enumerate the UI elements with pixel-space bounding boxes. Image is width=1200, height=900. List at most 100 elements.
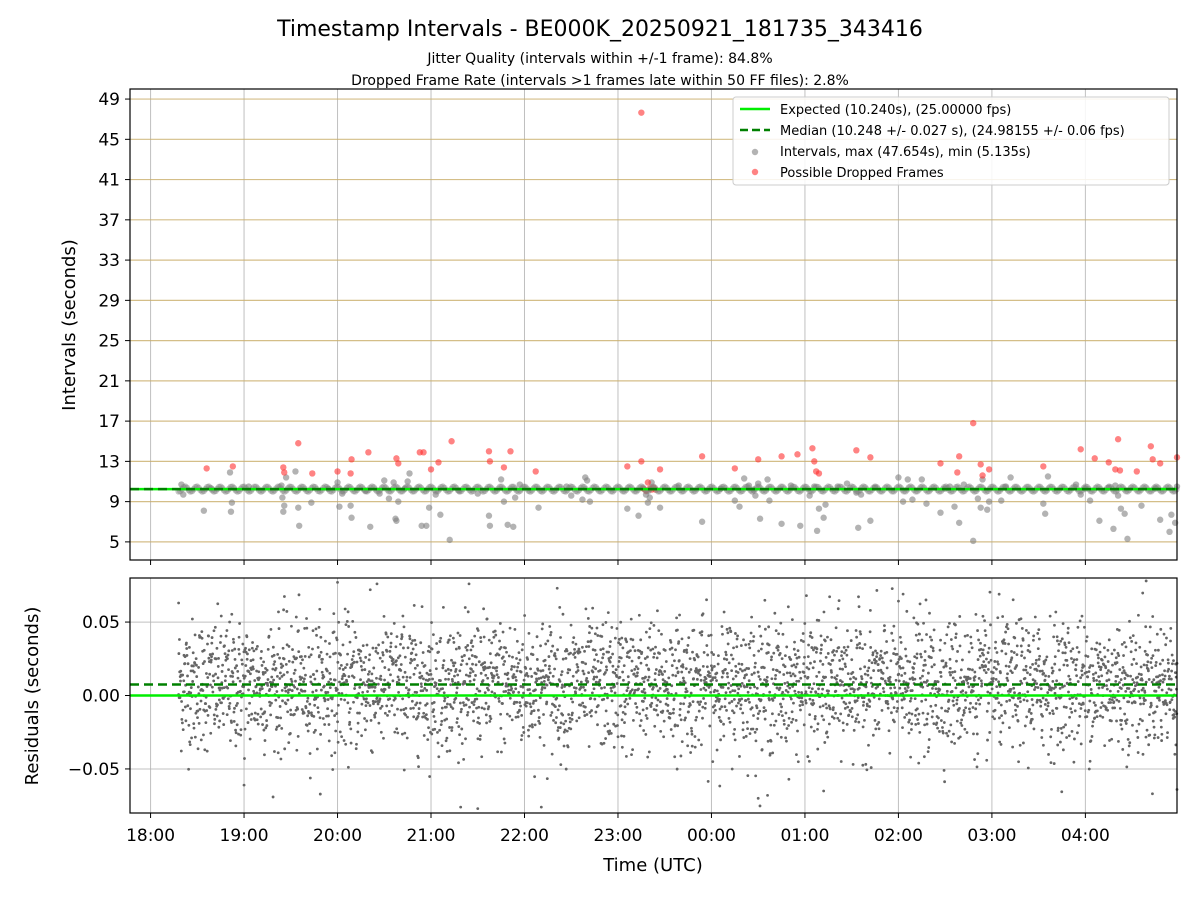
residual-point <box>363 717 366 720</box>
residual-point <box>278 656 281 660</box>
residual-point <box>284 702 288 706</box>
residual-point <box>869 766 873 769</box>
residual-point <box>1126 737 1130 741</box>
residual-point <box>786 690 790 694</box>
residual-point <box>1026 690 1030 694</box>
residual-point <box>420 661 424 665</box>
residual-point <box>1058 686 1062 690</box>
residual-point <box>937 716 940 720</box>
residual-point <box>1134 648 1138 652</box>
residual-point <box>697 738 701 742</box>
residual-point <box>669 728 673 731</box>
residual-point <box>983 643 987 647</box>
residual-point <box>263 710 267 714</box>
residual-point <box>287 659 291 663</box>
residual-point <box>781 632 785 636</box>
residual-point <box>1136 751 1140 754</box>
residual-point <box>208 706 212 709</box>
residual-point <box>553 652 557 655</box>
residual-point <box>1054 685 1057 689</box>
residual-point <box>479 636 483 639</box>
residual-point <box>1146 669 1150 673</box>
residual-point <box>272 653 276 657</box>
residual-point <box>332 630 336 634</box>
residual-point <box>983 629 987 633</box>
residual-point <box>349 727 353 731</box>
residual-point <box>519 704 522 708</box>
residual-point <box>976 752 980 756</box>
residual-point <box>400 633 404 637</box>
residual-point <box>336 703 340 707</box>
residual-point <box>234 704 238 708</box>
residual-point <box>532 699 536 703</box>
residual-point <box>596 659 600 663</box>
residual-point <box>752 653 756 657</box>
residual-point <box>496 680 500 684</box>
residual-point <box>604 737 608 740</box>
residual-point <box>899 666 903 670</box>
residual-point <box>1007 665 1011 668</box>
x-tick-label: 23:00 <box>593 826 642 846</box>
residual-point <box>420 605 424 609</box>
residual-point <box>622 734 626 738</box>
residual-point <box>657 629 661 633</box>
residual-point <box>927 746 931 749</box>
residual-point <box>474 655 478 659</box>
residual-point <box>655 656 659 660</box>
residual-point <box>217 657 220 660</box>
residual-point <box>256 722 260 726</box>
residual-point <box>753 730 757 734</box>
residual-point <box>363 683 367 687</box>
residual-point <box>1103 744 1107 748</box>
residual-point <box>602 652 605 656</box>
residual-point <box>796 649 800 653</box>
residual-point <box>833 653 836 657</box>
residual-point <box>1046 701 1050 705</box>
residual-point <box>991 715 995 719</box>
residual-point <box>769 739 773 743</box>
residual-point <box>1064 645 1068 649</box>
residual-point <box>679 702 683 706</box>
interval-point <box>178 481 185 488</box>
residual-point <box>1022 741 1025 745</box>
residual-point <box>1045 708 1049 711</box>
residual-point <box>893 686 897 690</box>
residual-point <box>647 750 651 754</box>
residual-point <box>1135 662 1138 666</box>
residual-point <box>741 721 745 725</box>
residual-point <box>275 725 279 729</box>
residual-point <box>318 654 321 657</box>
residual-point <box>274 667 278 670</box>
residual-point <box>982 660 986 664</box>
residual-point <box>979 641 982 645</box>
residual-point <box>430 621 433 624</box>
residual-point <box>673 723 677 727</box>
residual-point <box>803 622 807 625</box>
residual-point <box>1106 708 1110 712</box>
residual-point <box>535 658 539 661</box>
residual-point <box>423 686 427 690</box>
residual-point <box>647 675 651 679</box>
residual-point <box>993 660 997 663</box>
residual-point <box>249 672 252 676</box>
residual-point <box>943 641 947 645</box>
residual-point <box>864 708 868 712</box>
residual-point <box>927 671 930 675</box>
interval-point <box>1166 528 1173 536</box>
residual-point <box>219 614 223 618</box>
residual-point <box>278 671 282 675</box>
residual-point <box>1111 663 1114 667</box>
residual-point <box>924 698 928 702</box>
dropped-frame-point <box>427 466 435 473</box>
residual-point <box>206 713 210 717</box>
interval-point <box>1117 505 1125 512</box>
residual-point <box>915 656 919 660</box>
residual-point <box>401 675 405 679</box>
residual-point <box>602 697 606 701</box>
interval-point <box>764 476 771 483</box>
residual-point <box>456 631 460 635</box>
residual-point <box>324 639 327 643</box>
residual-point <box>1063 684 1066 688</box>
residual-point <box>783 665 787 668</box>
residual-point <box>279 662 283 666</box>
